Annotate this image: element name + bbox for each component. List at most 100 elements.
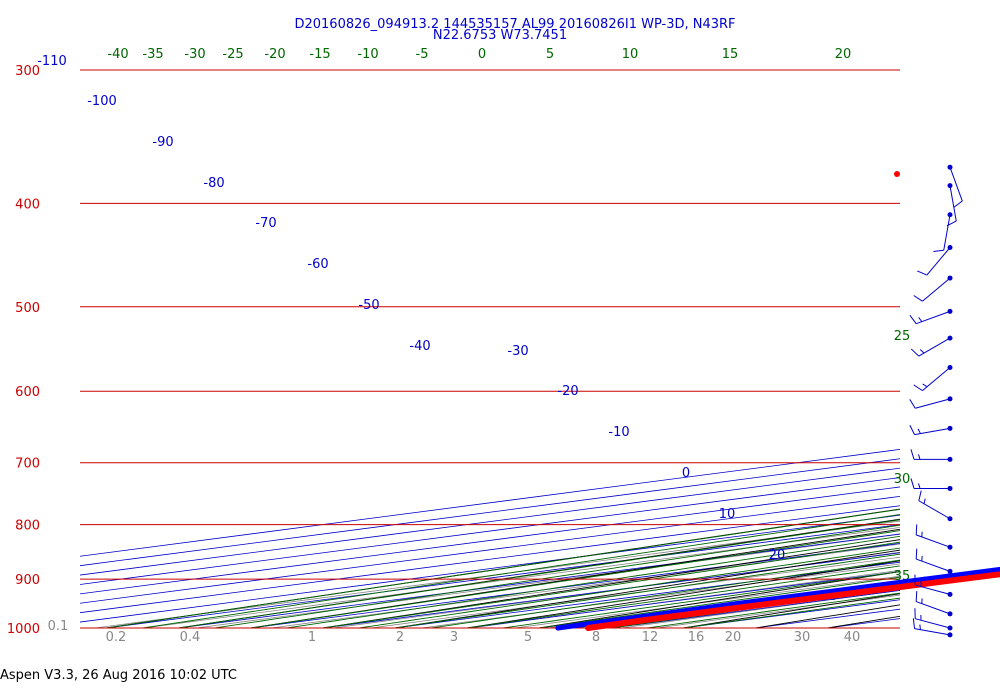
skew-temp-label: -80 bbox=[203, 176, 224, 191]
mixing-ratio-label: 0.1 bbox=[48, 619, 69, 634]
skew-temp-label: 20 bbox=[769, 548, 786, 563]
moist-adiabat--30 bbox=[178, 519, 900, 628]
wind-barb-dot bbox=[947, 425, 953, 431]
top-moist-label: -20 bbox=[264, 47, 285, 62]
mixing-ratio-label: 1 bbox=[308, 630, 316, 645]
mixing-ratio-label: 2 bbox=[396, 630, 404, 645]
moist-adiabat-5 bbox=[431, 559, 900, 628]
skew-isotherm--70 bbox=[80, 495, 900, 604]
top-moist-label: -5 bbox=[416, 47, 429, 62]
skew-isotherm--50 bbox=[80, 514, 900, 623]
isobar-label-400: 400 bbox=[15, 197, 40, 212]
dewpoint-point bbox=[824, 589, 830, 595]
wind-barb-dot bbox=[947, 396, 953, 402]
wind-barb-staff bbox=[918, 337, 951, 357]
wind-barb-feather bbox=[910, 348, 920, 357]
plot-area: 3004005006007008009001000-40-30-20-10010… bbox=[7, 47, 1000, 645]
temperature-point bbox=[634, 617, 641, 624]
skew-isotherm--90 bbox=[80, 477, 900, 585]
mixing-ratio-label: 0.2 bbox=[106, 630, 127, 645]
wind-barb-feather bbox=[913, 295, 923, 302]
skew-isotherm--60 bbox=[80, 505, 900, 614]
top-moist-label: 0 bbox=[478, 47, 486, 62]
moist-adiabat--15 bbox=[286, 535, 900, 628]
moist-adiabat--5 bbox=[358, 547, 900, 628]
wind-barb-staff bbox=[922, 277, 951, 302]
wind-barb-feather bbox=[917, 270, 928, 276]
wind-barb-feather bbox=[922, 383, 928, 388]
side-moist-label: 25 bbox=[894, 329, 911, 344]
isobar-label-800: 800 bbox=[15, 519, 40, 534]
mixing-ratio-label: 5 bbox=[524, 630, 532, 645]
wind-barb-dot bbox=[947, 516, 953, 522]
top-moist-label: -10 bbox=[357, 47, 378, 62]
mixing-ratio-label: 40 bbox=[844, 630, 861, 645]
temperature-point bbox=[724, 606, 731, 613]
skew-isotherm--100 bbox=[80, 467, 900, 576]
plot-lines bbox=[80, 70, 1000, 628]
wind-barb-feather bbox=[915, 591, 918, 602]
side-moist-label: 30 bbox=[894, 472, 911, 487]
skew-temp-label: 0 bbox=[682, 466, 690, 481]
top-moist-label: -30 bbox=[184, 47, 205, 62]
skew-isotherm--30 bbox=[178, 533, 900, 628]
mixing-ratio-line-0.2 bbox=[144, 527, 900, 628]
dry-adiabat-50 bbox=[755, 604, 900, 628]
moist-adiabat-25 bbox=[575, 582, 900, 628]
skew-isotherm-50 bbox=[755, 608, 900, 628]
skew-temp-label: -50 bbox=[358, 298, 379, 313]
wind-barb-dot bbox=[947, 611, 953, 617]
dry-adiabat-0 bbox=[394, 549, 900, 628]
dry-adiabat-70 bbox=[899, 627, 900, 628]
skew-temp-label: -100 bbox=[87, 94, 117, 109]
wind-barb-dot bbox=[947, 212, 953, 218]
mixing-ratio-label: 30 bbox=[794, 630, 811, 645]
temperature-point bbox=[585, 625, 592, 631]
wind-barb-dot bbox=[947, 632, 953, 638]
wind-barb-staff bbox=[949, 185, 957, 222]
wind-barb-feather bbox=[917, 428, 921, 434]
mixing-ratio-line-3 bbox=[371, 556, 900, 628]
top-moist-label: -15 bbox=[309, 47, 330, 62]
wind-barb-feather bbox=[918, 454, 921, 460]
wind-barb-dot bbox=[947, 364, 953, 370]
wind-barb-staff bbox=[914, 628, 951, 636]
moist-adiabat--20 bbox=[250, 530, 900, 628]
skew-temp-label: -20 bbox=[557, 384, 578, 399]
dewpoint-profile bbox=[555, 566, 1000, 631]
skew-temp-label: -70 bbox=[255, 216, 276, 231]
skew-temp-label: -60 bbox=[307, 257, 328, 272]
skew-temp-label: -40 bbox=[409, 339, 430, 354]
isobar-label-700: 700 bbox=[15, 457, 40, 472]
skew-temp-label: -30 bbox=[507, 344, 528, 359]
wind-barb-staff bbox=[926, 247, 951, 276]
wind-barb-feather bbox=[909, 399, 916, 409]
wind-barb-feather bbox=[913, 384, 923, 392]
wind-barb-feather bbox=[933, 249, 944, 252]
wind-barb-staff bbox=[922, 367, 951, 392]
wind-barb-staff bbox=[915, 584, 951, 595]
isobar-label-300: 300 bbox=[15, 64, 40, 79]
wind-barb-dot bbox=[947, 275, 953, 281]
mixing-ratio-line-12 bbox=[514, 575, 900, 628]
wind-barb-feather bbox=[909, 425, 915, 435]
wind-barb-feather bbox=[910, 449, 915, 460]
isobar-label-900: 900 bbox=[15, 573, 40, 588]
wind-barb-dot bbox=[947, 485, 953, 491]
moist-adiabat--35 bbox=[142, 513, 900, 628]
moist-adiabat--10 bbox=[322, 541, 900, 628]
dry-adiabat-10 bbox=[467, 560, 900, 628]
wind-barb-feather bbox=[910, 478, 915, 489]
chart-title: D20160826_094913.2 144535157 AL99 201608… bbox=[294, 17, 735, 32]
dry-adiabat--10 bbox=[322, 539, 900, 628]
moist-adiabat-10 bbox=[467, 565, 900, 628]
wind-barb-dot bbox=[947, 183, 953, 189]
dry-adiabat-80 bbox=[972, 70, 1000, 628]
wind-barb-dot bbox=[947, 335, 953, 341]
wind-barb-feather bbox=[918, 483, 921, 489]
dewpoint-point bbox=[922, 576, 928, 582]
mixing-ratio-label: 3 bbox=[450, 630, 458, 645]
top-moist-label: -40 bbox=[107, 47, 128, 62]
wind-barb-staff bbox=[949, 167, 963, 202]
